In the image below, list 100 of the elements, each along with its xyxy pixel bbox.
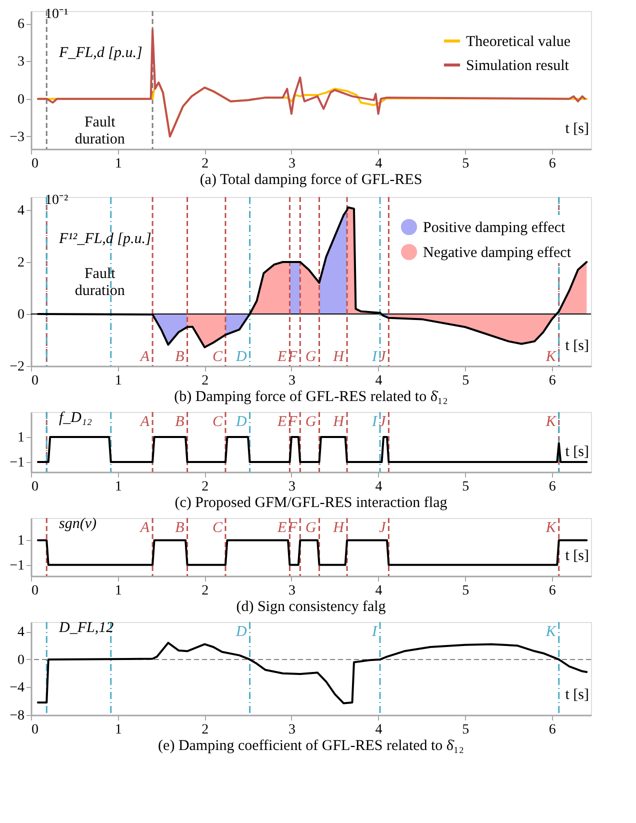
y-tick-label: 4 — [18, 625, 24, 640]
ref-line-label: C — [212, 520, 224, 536]
x-tick-label: 2 — [202, 584, 209, 598]
x-tick-label: 2 — [202, 374, 209, 388]
x-tick-label: 5 — [462, 480, 470, 494]
x-tick-label: 3 — [288, 374, 296, 388]
x-tick-label: 0 — [32, 156, 38, 172]
x-tick-label: 4 — [375, 480, 382, 494]
x-tick-label: 4 — [375, 156, 382, 172]
x-tick-label: 3 — [288, 584, 296, 598]
y-tick-label: 6 — [18, 17, 24, 32]
text: (c) Proposed GFM/GFL-RES interaction flag — [174, 495, 448, 511]
ref-line-label: H — [332, 414, 346, 430]
x-tick-label: 4 — [375, 374, 382, 388]
ref-line-label: I — [371, 414, 378, 430]
x-tick-label: 6 — [548, 374, 556, 388]
ref-line-label: K — [544, 520, 557, 536]
ref-line-label: E — [276, 414, 287, 430]
text: (a) Total damping force of GFL-RES — [200, 172, 422, 188]
x-tick-label: 4 — [375, 584, 382, 598]
x-axis-title: t [s] — [565, 687, 589, 703]
y-tick-label: −1 — [10, 558, 24, 574]
x-tick-label: 0 — [32, 584, 38, 598]
ref-line-label: I — [371, 349, 378, 365]
x-axis-title: t [s] — [565, 338, 589, 354]
ref-line-label: K — [544, 414, 557, 430]
x-tick-label: 6 — [548, 584, 556, 598]
legend-label: Theoretical value — [466, 34, 571, 50]
ref-line-label: C — [212, 349, 224, 365]
x-tick-label: 5 — [462, 156, 470, 172]
y-tick-label: 3 — [18, 54, 24, 70]
y-tick-label: 2 — [18, 256, 24, 270]
x-axis-title: t [s] — [565, 548, 589, 564]
annotation: Fault duration — [74, 266, 126, 300]
annotation: Fault duration — [74, 114, 126, 148]
ref-line-label: J — [379, 349, 388, 365]
x-tick-label: 4 — [375, 722, 382, 738]
ref-line-label: E — [276, 520, 287, 536]
ref-line-label: E — [276, 349, 287, 365]
ref-line-label: B — [175, 349, 184, 365]
y-tick-label: 0 — [18, 652, 24, 668]
y-tick-label: −4 — [10, 680, 24, 696]
ref-line-label: J — [379, 520, 388, 536]
y-tick-label: −8 — [10, 708, 24, 724]
ref-line-label: B — [175, 414, 184, 430]
y-axis-title: F¹²_FL,d [p.u.] — [58, 231, 152, 247]
y-tick-label: −3 — [10, 130, 24, 145]
x-tick-label: 5 — [462, 584, 470, 598]
x-tick-label: 5 — [462, 722, 470, 738]
line-series — [36, 642, 588, 704]
x-tick-label: 0 — [32, 722, 38, 738]
x-tick-label: 6 — [548, 722, 556, 738]
ref-line-label: A — [139, 414, 150, 430]
x-tick-label: 3 — [288, 156, 296, 172]
ref-line-label: I — [371, 624, 378, 640]
x-tick-label: 0 — [32, 374, 38, 388]
ref-line-label: A — [139, 349, 150, 365]
ref-line-label: K — [544, 349, 557, 365]
x-tick-label: 1 — [114, 584, 122, 598]
ref-line-label: C — [212, 414, 224, 430]
y-tick-label: 4 — [18, 204, 24, 218]
x-tick-label: 5 — [462, 374, 470, 388]
x-tick-label: 6 — [548, 156, 556, 172]
x-axis-title: t [s] — [565, 444, 589, 460]
x-tick-label: 3 — [288, 722, 296, 738]
ref-line-label: B — [175, 520, 184, 536]
x-tick-label: 1 — [114, 480, 122, 494]
x-tick-label: 3 — [288, 480, 296, 494]
ref-line-label: G — [305, 349, 316, 365]
x-tick-label: 1 — [114, 722, 122, 738]
text: (d) Sign consistency falg — [236, 599, 386, 615]
ref-line-label: K — [544, 624, 557, 640]
legend-label: Positive damping effect — [423, 220, 566, 236]
legend-label: Simulation result — [466, 58, 570, 74]
y-axis-title: F_FL,d [p.u.] — [58, 45, 143, 61]
ref-line-label: H — [332, 349, 346, 365]
ref-line-label: G — [305, 414, 316, 430]
text: (e) Damping coefficient of GFL-RES related to δ̇₁₂ — [158, 738, 464, 754]
x-tick-label: 0 — [32, 480, 38, 494]
y-tick-label: 0 — [18, 308, 24, 322]
y-tick-label: −2 — [10, 360, 24, 374]
x-tick-label: 2 — [202, 156, 209, 172]
ref-line-label: G — [305, 520, 316, 536]
x-tick-label: 1 — [114, 374, 122, 388]
y-axis-title: f_D₁₂ — [59, 410, 92, 426]
x-tick-label: 1 — [114, 156, 122, 172]
x-tick-label: 6 — [548, 480, 556, 494]
annotation: 10⁻¹ — [45, 7, 68, 22]
legend-label: Negative damping effect — [423, 245, 572, 261]
y-axis-title: D_FL,12 — [58, 620, 114, 636]
x-tick-label: 2 — [202, 480, 209, 494]
ref-line-label: J — [379, 414, 388, 430]
text: (b) Damping force of GFL-RES related to δ̇₁₂ — [174, 389, 448, 405]
ref-line-label: D — [234, 414, 247, 430]
y-tick-label: 0 — [18, 92, 24, 108]
ref-line-label: D — [234, 349, 247, 365]
ref-line-label: H — [332, 520, 346, 536]
y-axis-title: sgn(v) — [59, 516, 96, 532]
y-tick-label: −1 — [10, 456, 24, 470]
ref-line-label: D — [234, 624, 247, 640]
